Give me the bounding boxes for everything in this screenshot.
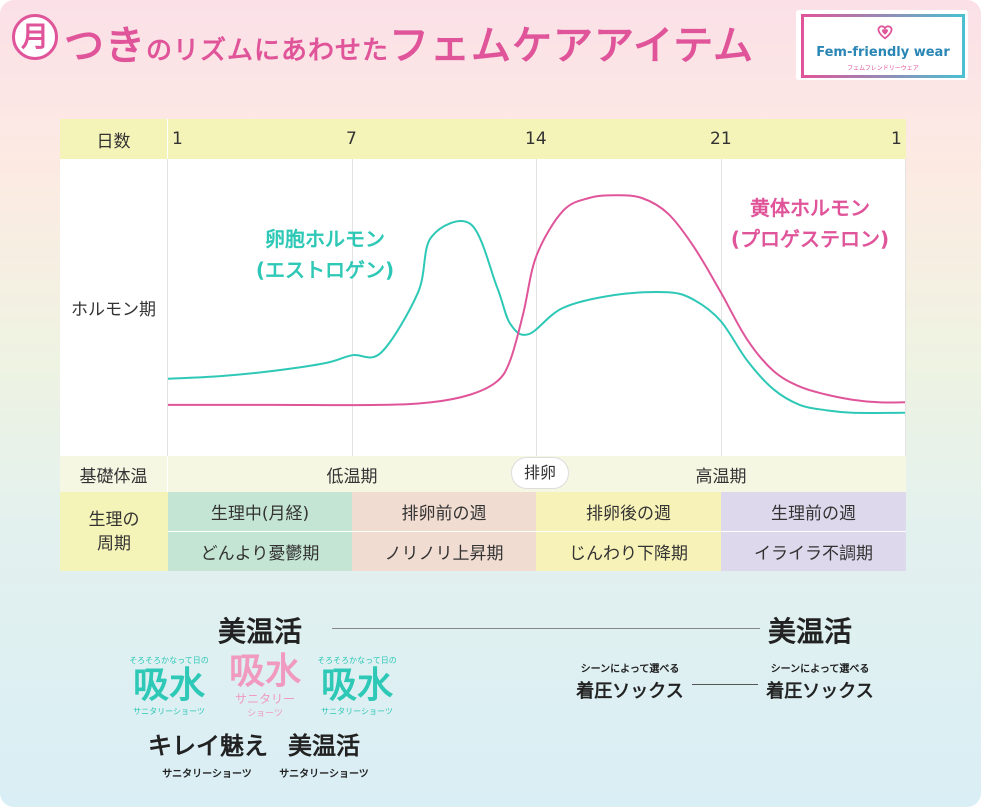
title-part-3: あわせた [281,36,390,66]
kyusui-logo-1[interactable]: そろそろかなって日の 吸水 サニタリーショーツ [127,655,211,717]
mood-menstrual: どんより憂鬱期 [168,532,352,571]
heart-icon [877,25,893,40]
day-header: 日数 [60,119,168,159]
phase-premenstrual: 生理前の週 [721,492,906,531]
socks-left-small: シーンによって選べる [580,664,680,675]
grid-line-14 [536,159,537,456]
grid-line-end [905,159,906,456]
phase-menstrual: 生理中(月経) [168,492,352,531]
kyusui-pink-sub-2: ショーツ [247,709,283,719]
day-tick-end: 1 [891,129,902,149]
ovulation-badge: 排卵 [511,457,569,489]
moon-badge: 月 [12,14,58,60]
socks-connector [692,684,758,685]
hormone-header: ホルモン期 [60,159,168,456]
progesterone-label: 黄体ホルモン (プロゲステロン) [720,193,900,255]
bionkatsu-shorts-sub: サニタリーショーツ [279,769,369,780]
logo-frame: Fem-friendly wear フェムフレンドリーウェア [801,14,965,78]
day-tick-14: 14 [525,129,547,149]
estrogen-label-line1: 卵胞ホルモン [265,227,385,251]
kyusui-logo-2[interactable]: そろそろかなって日の 吸水 サニタリーショーツ [315,655,399,717]
estrogen-label-line2: (エストロゲン) [255,258,395,282]
kyusui-pink-main: 吸水 [228,651,301,692]
kyusui-pink-sub-1: サニタリー [234,692,295,706]
kyusui-1-main: 吸水 [132,665,205,706]
bionkatsu-logo-right[interactable]: 美温活 [768,615,853,648]
socks-logo-right[interactable]: シーンによって選べる 着圧ソックス [762,660,878,703]
socks-logo-left[interactable]: シーンによって選べる 着圧ソックス [572,660,688,703]
day-tick-21: 21 [710,129,732,149]
kirei-sub: サニタリーショーツ [162,769,252,780]
logo-subtitle: フェムフレンドリーウェア [847,65,919,72]
progesterone-label-line2: (プロゲステロン) [730,227,890,251]
basal-temp-header: 基礎体温 [60,456,168,492]
high-temp-phase: 高温期 [536,456,906,492]
socks-right-small: シーンによって選べる [770,664,870,675]
brand-logo[interactable]: Fem-friendly wear フェムフレンドリーウェア [796,10,968,80]
kyusui-2-small: そろそろかなって日の [317,656,397,665]
title-part-2: のリズムに [146,36,282,66]
progesterone-label-line1: 黄体ホルモン [750,196,870,220]
kyusui-2-main: 吸水 [320,665,393,706]
page-title: つきのリズムにあわせたフェムケアアイテム [64,13,754,71]
cycle-table: 日数 1 7 14 21 1 ホルモン期 卵胞ホルモン (エストロゲン) 黄体ホ… [60,119,906,571]
kyusui-2-sub: サニタリーショーツ [321,707,393,716]
day-tick-1: 1 [172,129,183,149]
day-tick-7: 7 [346,129,357,149]
kirei-logo[interactable]: キレイ魅え サニタリーショーツ [148,726,268,780]
mood-post-ovulation: じんわり下降期 [536,532,721,571]
bionkatsu-shorts-main: 美温活 [288,732,360,760]
socks-left-main: 着圧ソックス [576,681,684,702]
kyusui-logo-pink[interactable]: 吸水 サニタリー ショーツ [225,651,305,720]
grid-line-7 [352,159,353,456]
socks-right-main: 着圧ソックス [766,681,874,702]
bionkatsu-shorts-logo[interactable]: 美温活 サニタリーショーツ [274,726,374,780]
phase-post-ovulation: 排卵後の週 [536,492,721,531]
kyusui-1-small: そろそろかなって日の [129,656,209,665]
phase-header: 生理の周期 [60,492,168,571]
low-temp-phase: 低温期 [168,456,536,492]
mood-premenstrual: イライラ不調期 [721,532,906,571]
title-part-1: つき [64,23,146,69]
title-part-4: フェムケアアイテム [389,23,755,69]
day-row [60,119,906,159]
phase-header-text: 生理の周期 [88,509,140,554]
bionkatsu-logo-left[interactable]: 美温活 [218,615,303,648]
mood-pre-ovulation: ノリノリ上昇期 [352,532,536,571]
kirei-main: キレイ魅え [148,732,268,760]
kyusui-1-sub: サニタリーショーツ [133,707,205,716]
phase-pre-ovulation: 排卵前の週 [352,492,536,531]
estrogen-label: 卵胞ホルモン (エストロゲン) [250,224,400,286]
logo-name: Fem-friendly wear [816,45,950,60]
bionkatsu-connector [332,628,760,629]
